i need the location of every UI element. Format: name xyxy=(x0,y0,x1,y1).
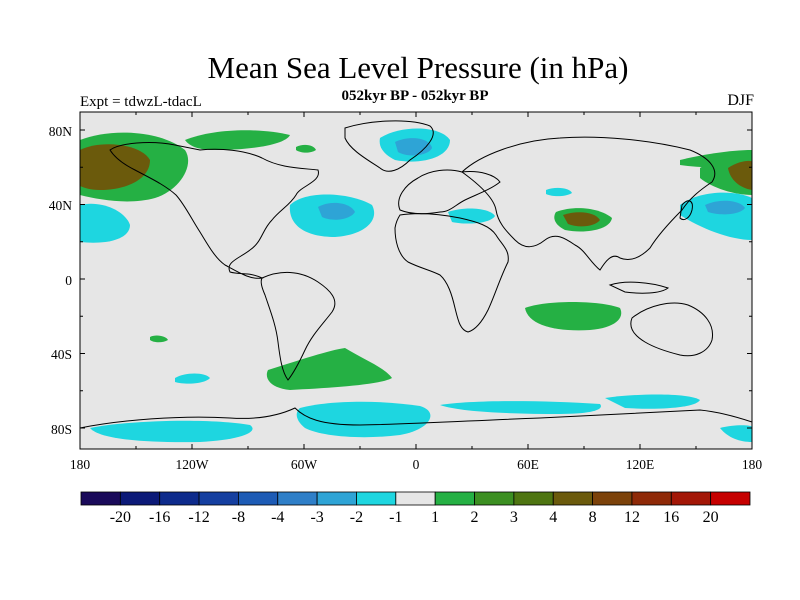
chart-subtitle: 052kyr BP - 052kyr BP xyxy=(341,88,489,104)
axis-ticks xyxy=(79,112,753,449)
coast-indonesia xyxy=(608,281,670,294)
coast-south-america xyxy=(260,272,336,381)
x-tick-label: 120W xyxy=(176,457,209,472)
map-panel: 180 120W 60W 0 60E 120E 180 80N 40N 0 40… xyxy=(49,111,763,472)
positive-anomaly-asia-core xyxy=(563,212,600,227)
colorbar-swatch xyxy=(552,491,593,506)
colorbar-swatch xyxy=(592,491,633,506)
coast-australia xyxy=(630,302,714,357)
positive-anomaly-kamchatka-core xyxy=(728,160,752,190)
colorbar-label: -12 xyxy=(188,509,209,526)
colorbar-swatch xyxy=(316,491,357,506)
colorbar-swatch xyxy=(631,491,672,506)
negative-anomaly-greenland-core xyxy=(395,138,432,156)
colorbar-swatch xyxy=(238,491,279,506)
colorbar: -20 -16 -12 -8 -4 -3 -2 -1 1 2 3 4 8 12 … xyxy=(80,491,751,526)
colorbar-label: 2 xyxy=(471,509,479,526)
x-tick-label: 120E xyxy=(626,457,655,472)
coast-europe xyxy=(398,169,501,215)
coast-greenland xyxy=(344,120,434,172)
colorbar-label: -3 xyxy=(310,509,323,526)
colorbar-label: 16 xyxy=(663,509,679,526)
x-tick-label: 60E xyxy=(517,457,539,472)
negative-anomaly-southern-ocean-5 xyxy=(90,420,253,443)
negative-anomaly-southern-ocean-3 xyxy=(440,401,601,414)
colorbar-swatch xyxy=(710,491,751,506)
negative-anomaly-southern-ocean-2 xyxy=(296,401,431,438)
map-background xyxy=(80,112,752,449)
x-tick-label: 180 xyxy=(70,457,91,472)
colorbar-label: -2 xyxy=(350,509,363,526)
y-axis-labels: 80N 40N 0 40S 80S xyxy=(49,124,73,437)
colorbar-swatch xyxy=(198,491,239,506)
colorbar-swatch xyxy=(434,491,475,506)
negative-anomaly-npacific xyxy=(80,203,130,243)
colorbar-label: 3 xyxy=(510,509,518,526)
positive-anomaly-indian-ocean xyxy=(525,302,622,331)
negative-anomaly-small-nafrica xyxy=(546,187,572,197)
colorbar-label: 12 xyxy=(624,509,640,526)
x-axis-labels: 180 120W 60W 0 60E 120E 180 xyxy=(70,457,763,472)
colorbar-label: -4 xyxy=(271,509,284,526)
colorbar-swatch xyxy=(356,491,397,506)
negative-anomaly-antarctic-east xyxy=(720,425,752,442)
negative-anomaly-nwpacific-core xyxy=(705,200,745,215)
coast-japan xyxy=(679,200,693,221)
colorbar-swatches xyxy=(80,491,751,506)
negative-anomaly-southern-ocean-1 xyxy=(175,373,210,384)
x-tick-label: 60W xyxy=(291,457,318,472)
colorbar-swatch xyxy=(159,491,200,506)
coast-antarctica xyxy=(79,407,753,429)
negative-anomaly-natlantic-core xyxy=(318,202,355,220)
colorbar-label: -20 xyxy=(110,509,131,526)
coast-asia xyxy=(461,136,716,271)
y-tick-label: 0 xyxy=(65,273,72,288)
colorbar-label: 4 xyxy=(549,509,557,526)
colorbar-label: -1 xyxy=(389,509,402,526)
positive-anomaly-alaska-core xyxy=(80,144,150,190)
x-tick-label: 0 xyxy=(413,457,420,472)
y-tick-label: 80N xyxy=(49,124,73,139)
y-tick-label: 40N xyxy=(49,198,73,213)
coast-north-america xyxy=(109,142,319,279)
y-tick-label: 40S xyxy=(51,347,72,362)
colorbar-swatch xyxy=(474,491,515,506)
negative-anomaly-mediterranean xyxy=(448,208,495,224)
colorbar-label: 20 xyxy=(703,509,719,526)
colorbar-swatch xyxy=(670,491,712,506)
colorbar-labels: -20 -16 -12 -8 -4 -3 -2 -1 1 2 3 4 8 12 … xyxy=(110,509,719,526)
colorbar-label: 8 xyxy=(589,509,597,526)
positive-anomaly-south-atlantic xyxy=(266,348,392,390)
x-tick-label: 180 xyxy=(742,457,763,472)
negative-anomaly-southern-ocean-4 xyxy=(605,394,700,409)
positive-anomaly-small-spacific xyxy=(150,335,168,343)
colorbar-swatch xyxy=(513,491,554,506)
y-tick-label: 80S xyxy=(51,422,72,437)
positive-anomaly-small-europe xyxy=(296,144,316,153)
colorbar-swatch xyxy=(119,491,161,506)
colorbar-swatch xyxy=(395,491,436,506)
colorbar-swatch xyxy=(80,491,121,506)
coast-africa xyxy=(394,213,509,333)
coastlines xyxy=(79,120,753,429)
colorbar-label: 1 xyxy=(431,509,439,526)
colorbar-swatch xyxy=(277,491,318,506)
season-label: DJF xyxy=(727,92,754,109)
chart-title: Mean Sea Level Pressure (in hPa) xyxy=(207,50,629,85)
colorbar-label: -8 xyxy=(232,509,245,526)
positive-anomaly-arctic-canada xyxy=(185,130,290,150)
experiment-label: Expt = tdwzL-tdacL xyxy=(80,94,202,110)
colorbar-label: -16 xyxy=(149,509,170,526)
